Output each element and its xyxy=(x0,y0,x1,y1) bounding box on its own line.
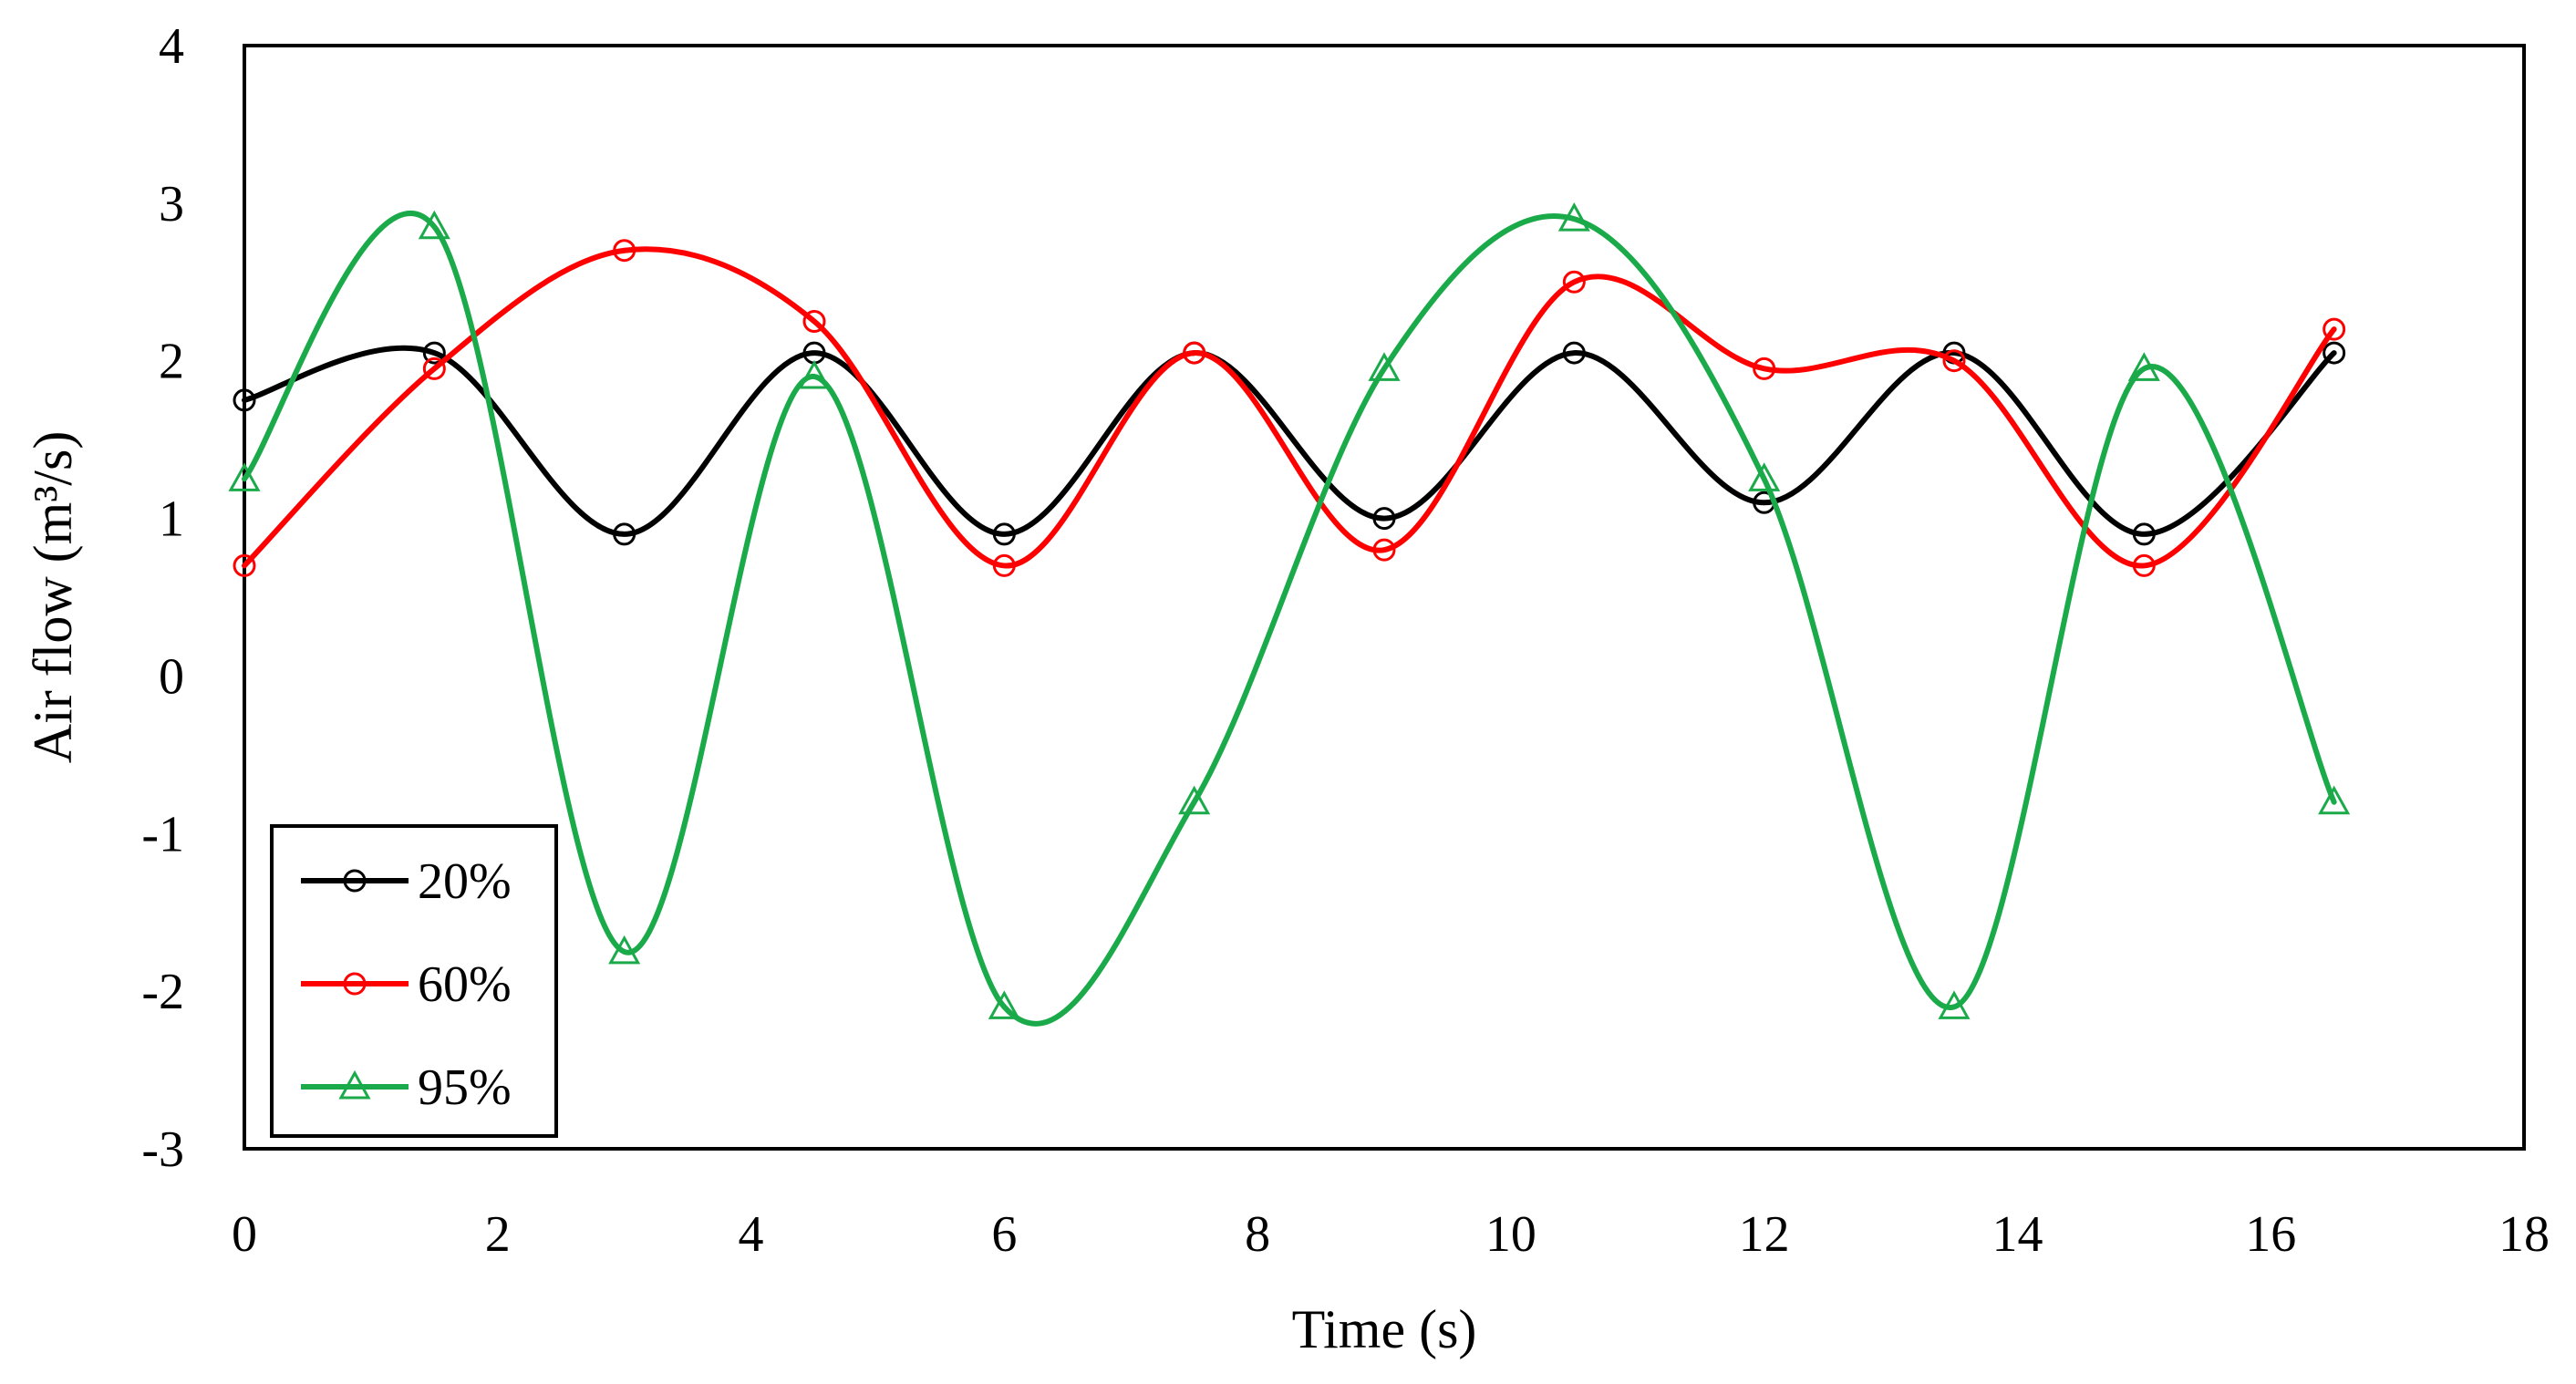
x-tick-label: 0 xyxy=(232,1206,257,1263)
x-tick-label: 2 xyxy=(485,1206,511,1263)
y-axis-ticks: -3 -2 -1 0 1 2 3 4 xyxy=(141,18,184,1178)
data-point xyxy=(422,356,446,380)
data-point xyxy=(2318,785,2351,815)
x-axis-ticks: 0 2 4 6 8 10 12 14 16 18 xyxy=(232,1206,2550,1263)
data-point xyxy=(422,341,446,365)
data-point xyxy=(418,210,450,240)
data-point xyxy=(228,462,261,491)
series-line xyxy=(242,345,2337,537)
data-point xyxy=(1562,341,1586,365)
legend-entry: 95% xyxy=(301,1059,512,1116)
data-point xyxy=(1938,990,1971,1019)
data-point xyxy=(613,239,636,263)
data-point xyxy=(798,359,831,389)
legend-label: 95% xyxy=(418,1059,512,1116)
series-1 xyxy=(233,341,2346,546)
data-point xyxy=(1753,356,1776,380)
x-tick-label: 18 xyxy=(2498,1206,2550,1263)
y-tick-label: 1 xyxy=(159,491,184,548)
legend-marker xyxy=(338,1069,371,1100)
data-point xyxy=(992,522,1016,546)
data-point xyxy=(992,553,1016,577)
data-point xyxy=(1748,462,1781,491)
y-tick-label: 4 xyxy=(159,18,184,75)
legend-entry: 60% xyxy=(301,956,512,1013)
x-tick-label: 10 xyxy=(1485,1206,1536,1263)
data-point xyxy=(802,310,826,333)
data-point xyxy=(2132,522,2156,546)
data-point xyxy=(1942,349,1966,373)
y-tick-label: 0 xyxy=(159,648,184,705)
data-point xyxy=(1372,507,1396,531)
data-point xyxy=(1372,538,1396,562)
x-tick-label: 16 xyxy=(2245,1206,2296,1263)
x-tick-label: 4 xyxy=(739,1206,764,1263)
data-point xyxy=(613,522,636,546)
y-tick-label: -3 xyxy=(141,1121,184,1178)
data-point xyxy=(233,553,256,577)
x-tick-label: 14 xyxy=(1991,1206,2043,1263)
legend-label: 60% xyxy=(418,956,512,1013)
data-point xyxy=(2323,317,2346,341)
series-2 xyxy=(233,239,2346,577)
data-point xyxy=(1562,270,1586,294)
series-3 xyxy=(228,202,2351,1027)
y-tick-label: -1 xyxy=(141,806,184,862)
legend-entry: 20% xyxy=(301,853,512,910)
y-tick-label: -2 xyxy=(141,964,184,1020)
x-tick-label: 6 xyxy=(991,1206,1017,1263)
data-point xyxy=(1368,352,1401,381)
data-point xyxy=(988,990,1020,1019)
y-axis-title: Air flow (m³/s) xyxy=(23,431,83,764)
data-point xyxy=(608,935,641,965)
data-point xyxy=(2323,341,2346,365)
series-layer xyxy=(228,202,2351,1027)
series-line xyxy=(242,211,2337,1027)
x-tick-label: 12 xyxy=(1739,1206,1790,1263)
x-axis-title: Time (s) xyxy=(1292,1299,1477,1359)
series-line xyxy=(242,246,2337,569)
legend-label: 20% xyxy=(418,853,512,910)
data-point xyxy=(1183,341,1206,365)
data-point xyxy=(1178,785,1211,815)
y-tick-label: 2 xyxy=(159,334,184,390)
x-tick-label: 8 xyxy=(1245,1206,1270,1263)
data-point xyxy=(233,388,256,412)
plot-frame xyxy=(243,44,2526,1151)
y-tick-label: 3 xyxy=(159,176,184,232)
legend-marker xyxy=(343,869,367,893)
data-point xyxy=(2127,352,2160,381)
legend-marker xyxy=(343,972,367,996)
data-point xyxy=(2132,553,2156,577)
data-point xyxy=(1557,202,1590,232)
legend: 20% 60% 95% xyxy=(270,824,558,1138)
